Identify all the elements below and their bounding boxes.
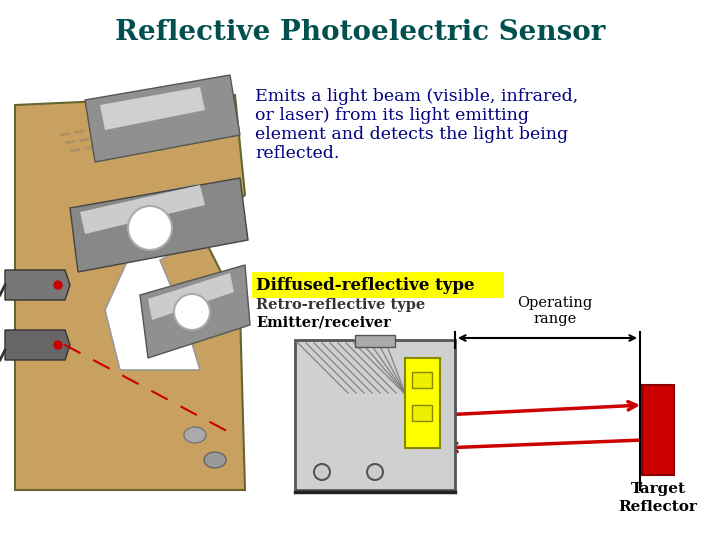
Polygon shape <box>100 87 205 130</box>
Circle shape <box>128 206 172 250</box>
Polygon shape <box>70 178 248 272</box>
Text: reflected.: reflected. <box>255 145 339 162</box>
Bar <box>355 335 395 347</box>
Bar <box>412 405 432 421</box>
Polygon shape <box>15 95 245 490</box>
Text: Emits a light beam (visible, infrared,: Emits a light beam (visible, infrared, <box>255 88 578 105</box>
Text: Diffused-reflective type: Diffused-reflective type <box>256 276 474 294</box>
Bar <box>412 372 432 388</box>
Polygon shape <box>5 270 70 300</box>
Circle shape <box>367 464 383 480</box>
Text: Emitter/receiver: Emitter/receiver <box>256 316 391 330</box>
Text: or laser) from its light emitting: or laser) from its light emitting <box>255 107 529 124</box>
Circle shape <box>54 281 62 289</box>
Ellipse shape <box>184 427 206 443</box>
Bar <box>405 358 440 448</box>
Text: Operating
range: Operating range <box>518 296 593 326</box>
Text: Target: Target <box>631 482 685 496</box>
Polygon shape <box>140 265 250 358</box>
Text: Reflective Photoelectric Sensor: Reflective Photoelectric Sensor <box>114 18 606 45</box>
Polygon shape <box>85 75 240 162</box>
Text: Retro-reflective type: Retro-reflective type <box>256 298 426 312</box>
Polygon shape <box>80 185 205 234</box>
Circle shape <box>54 341 62 349</box>
Polygon shape <box>5 330 70 360</box>
Circle shape <box>174 294 210 330</box>
Polygon shape <box>90 185 210 370</box>
Circle shape <box>314 464 330 480</box>
FancyBboxPatch shape <box>252 272 504 298</box>
Text: Reflector: Reflector <box>618 500 698 514</box>
Bar <box>642 385 674 475</box>
Ellipse shape <box>204 452 226 468</box>
Polygon shape <box>148 273 234 320</box>
Polygon shape <box>295 340 455 490</box>
Text: element and detects the light being: element and detects the light being <box>255 126 568 143</box>
